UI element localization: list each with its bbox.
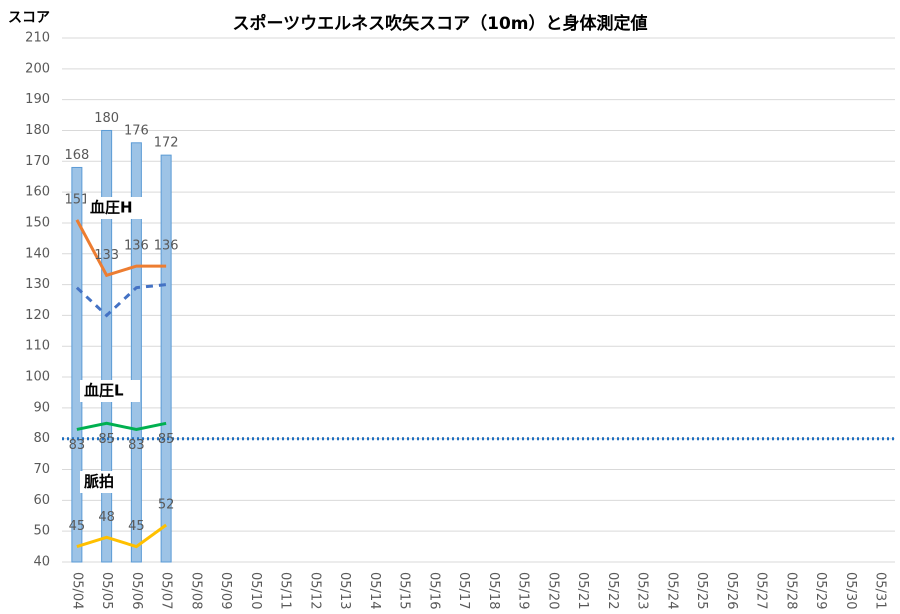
y-tick-label: 190 <box>25 92 50 107</box>
x-tick-label: 05/17 <box>456 572 471 609</box>
x-tick-label: 05/21 <box>575 572 590 609</box>
x-tick-label: 05/20 <box>545 572 560 609</box>
x-tick-label: 05/12 <box>307 572 322 609</box>
x-tick-label: 05/19 <box>516 572 531 609</box>
bar <box>71 166 83 563</box>
x-tick-label: 05/04 <box>69 572 84 609</box>
x-tick-label: 05/22 <box>605 572 620 609</box>
y-tick-label: 40 <box>33 555 50 570</box>
x-tick-label: 05/26 <box>724 572 739 609</box>
x-tick-label: 05/11 <box>278 572 293 609</box>
line-series <box>75 283 167 318</box>
x-tick-label: 05/15 <box>397 572 412 609</box>
series-name-box <box>80 380 140 402</box>
line-value-label: 45 <box>69 519 86 534</box>
y-tick-label: 140 <box>25 246 50 261</box>
x-tick-label: 05/18 <box>486 572 501 609</box>
line-value-label: 136 <box>124 239 149 254</box>
line-series <box>76 523 168 549</box>
x-tick-label: 05/25 <box>694 572 709 609</box>
x-tick-label: 05/27 <box>754 572 769 609</box>
x-tick-label: 05/16 <box>426 572 441 609</box>
x-tick-label: 05/06 <box>129 572 144 609</box>
bar <box>130 142 142 563</box>
line-value-label: 85 <box>98 432 115 447</box>
bar-value-label: 168 <box>64 148 89 163</box>
x-tick-label: 05/29 <box>813 572 828 609</box>
series-name: 血圧L <box>84 382 124 400</box>
line-value-label: 52 <box>158 498 175 513</box>
y-tick-label: 90 <box>33 400 50 415</box>
series-name-box <box>86 197 146 219</box>
line-value-label: 136 <box>154 239 179 254</box>
line-value-label: 133 <box>94 248 119 263</box>
x-tick-label: 05/07 <box>159 572 174 609</box>
line-value-label: 85 <box>158 432 175 447</box>
y-tick-label: 110 <box>25 339 50 354</box>
series-name: 脈拍 <box>84 473 114 491</box>
x-tick-label: 05/10 <box>248 572 263 609</box>
y-tick-label: 100 <box>25 370 50 385</box>
series-name: 血圧H <box>90 199 133 217</box>
x-tick-label: 05/28 <box>783 572 798 609</box>
line-value-label: 83 <box>69 438 86 453</box>
chart-title: スポーツウエルネス吹矢スコア（10m）と身体測定値 <box>232 13 647 34</box>
y-tick-label: 200 <box>25 61 50 76</box>
y-tick-label: 210 <box>25 31 50 46</box>
bar <box>101 129 113 563</box>
y-tick-label: 80 <box>33 431 50 446</box>
x-tick-label: 05/08 <box>188 572 203 609</box>
series-name-box <box>80 471 128 493</box>
y-tick-label: 150 <box>25 215 50 230</box>
x-tick-label: 05/30 <box>843 572 858 609</box>
y-tick-label: 70 <box>33 462 50 477</box>
line-value-label: 48 <box>98 510 115 525</box>
y-tick-label: 120 <box>25 308 50 323</box>
y-tick-label: 180 <box>25 123 50 138</box>
x-tick-label: 05/23 <box>635 572 650 609</box>
y-tick-label: 130 <box>25 277 50 292</box>
x-tick-label: 05/14 <box>367 572 382 609</box>
bar <box>160 154 172 563</box>
x-tick-label: 05/05 <box>99 572 114 609</box>
x-tick-label: 05/24 <box>664 572 679 609</box>
line-value-label: 45 <box>128 519 145 534</box>
line-value-label: 83 <box>128 438 145 453</box>
x-tick-label: 05/31 <box>873 572 888 609</box>
x-tick-label: 05/13 <box>337 572 352 609</box>
y-tick-label: 170 <box>25 154 50 169</box>
line-series <box>75 219 167 278</box>
line-series <box>76 421 167 431</box>
y-tick-label: 60 <box>33 493 50 508</box>
bar-value-label: 176 <box>124 123 149 138</box>
y-tick-label: 50 <box>33 524 50 539</box>
line-value-label: 151 <box>64 192 89 207</box>
y-axis-label: スコア <box>8 10 50 26</box>
y-tick-label: 160 <box>25 185 50 200</box>
bar-value-label: 180 <box>94 111 119 126</box>
x-tick-label: 05/09 <box>218 572 233 609</box>
bar-value-label: 172 <box>154 136 179 151</box>
